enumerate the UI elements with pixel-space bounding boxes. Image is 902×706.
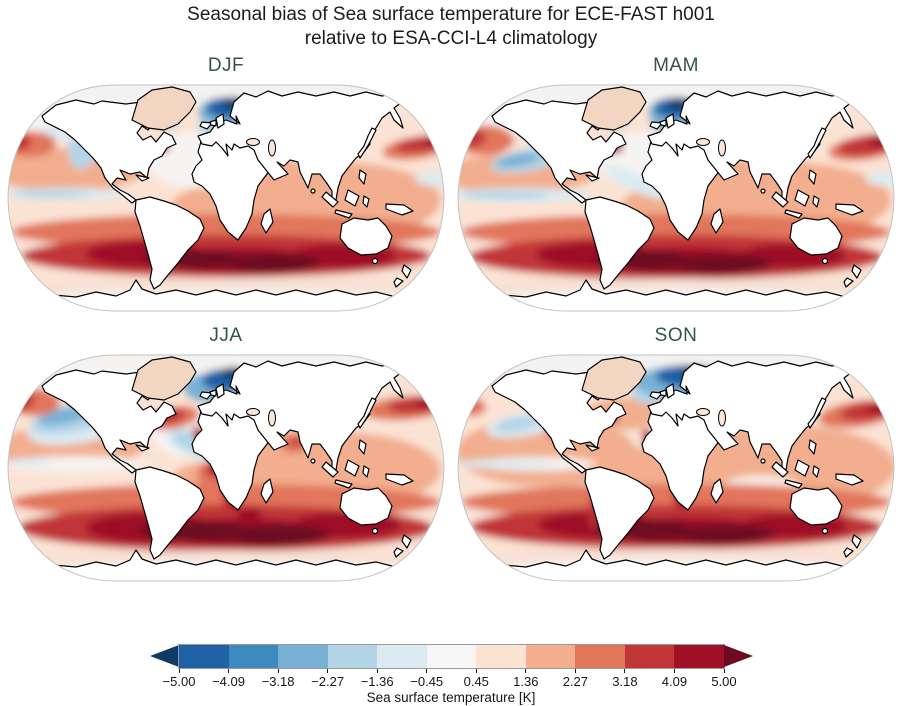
figure-title-line1: Seasonal bias of Sea surface temperature… <box>187 4 715 25</box>
colorbar-segment-0 <box>179 645 229 668</box>
colorbar-ticklabel-11: 5.00 <box>711 674 737 689</box>
panel-title-son: SON <box>654 325 698 346</box>
colorbar-segment-7 <box>525 645 576 668</box>
colorbar-tickmark-8 <box>574 669 576 673</box>
colorbar-segment-8 <box>575 645 625 668</box>
colorbar: −5.00 −4.09 −3.18 −2.27 −1.36 −0.45 0.45 1.36 2.… <box>0 643 902 706</box>
colorbar-tickmark-7 <box>525 669 527 673</box>
colorbar-tickmark-0 <box>178 669 180 673</box>
map-djf <box>7 84 445 312</box>
colorbar-tickmark-9 <box>624 669 626 673</box>
map-son <box>457 354 895 582</box>
colorbar-over-arrow <box>724 645 753 667</box>
colorbar-ticklabel-7: 1.36 <box>513 674 539 689</box>
colorbar-segment-4 <box>377 645 427 668</box>
colorbar-ticklabel-8: 2.27 <box>562 674 589 689</box>
panel-title-djf: DJF <box>207 55 245 76</box>
map-jja <box>7 354 445 582</box>
colorbar-segment-2 <box>278 645 328 668</box>
colorbar-segment-3 <box>327 645 378 668</box>
colorbar-segment-6 <box>476 645 526 668</box>
colorbar-segment-5 <box>426 645 477 668</box>
colorbar-axis-label: Sea surface temperature [K] <box>366 690 536 705</box>
panel-djf: DJF <box>4 55 448 314</box>
colorbar-ticklabel-4: −1.36 <box>360 674 394 689</box>
colorbar-tickmark-11 <box>723 669 725 673</box>
colorbar-ticklabel-1: −4.09 <box>212 674 245 689</box>
colorbar-ticklabel-0: −5.00 <box>162 674 196 689</box>
colorbar-ticklabel-3: −2.27 <box>311 674 345 689</box>
map-mam <box>457 84 895 312</box>
colorbar-ticklabel-6: 0.45 <box>463 674 489 689</box>
panel-jja: JJA <box>4 325 448 584</box>
panel-title-mam: MAM <box>653 55 699 76</box>
colorbar-ticklabel-9: 3.18 <box>612 674 638 689</box>
colorbar-tickmark-1 <box>228 669 230 673</box>
colorbar-ticklabel-2: −3.18 <box>261 674 295 689</box>
colorbar-segment-9 <box>624 645 675 668</box>
colorbar-tickmark-2 <box>277 669 279 673</box>
colorbar-ticklabel-10: 4.09 <box>661 674 688 689</box>
colorbar-segments <box>178 644 725 669</box>
colorbar-ticklabel-5: −0.45 <box>410 674 444 689</box>
panel-mam: MAM <box>454 55 898 314</box>
colorbar-tickmark-6 <box>475 669 477 673</box>
colorbar-segment-1 <box>228 645 279 668</box>
panel-title-jja: JJA <box>209 325 243 346</box>
colorbar-tickmark-5 <box>426 669 428 673</box>
colorbar-tickmark-3 <box>327 669 329 673</box>
colorbar-under-arrow <box>150 645 179 667</box>
colorbar-tickmark-4 <box>376 669 378 673</box>
figure-title-line2: relative to ESA-CCI-L4 climatology <box>304 28 598 49</box>
colorbar-tickmark-10 <box>673 669 675 673</box>
panel-son: SON <box>454 325 898 584</box>
figure-title: Seasonal bias of Sea surface temperature… <box>0 3 902 51</box>
colorbar-segment-10 <box>674 645 725 668</box>
